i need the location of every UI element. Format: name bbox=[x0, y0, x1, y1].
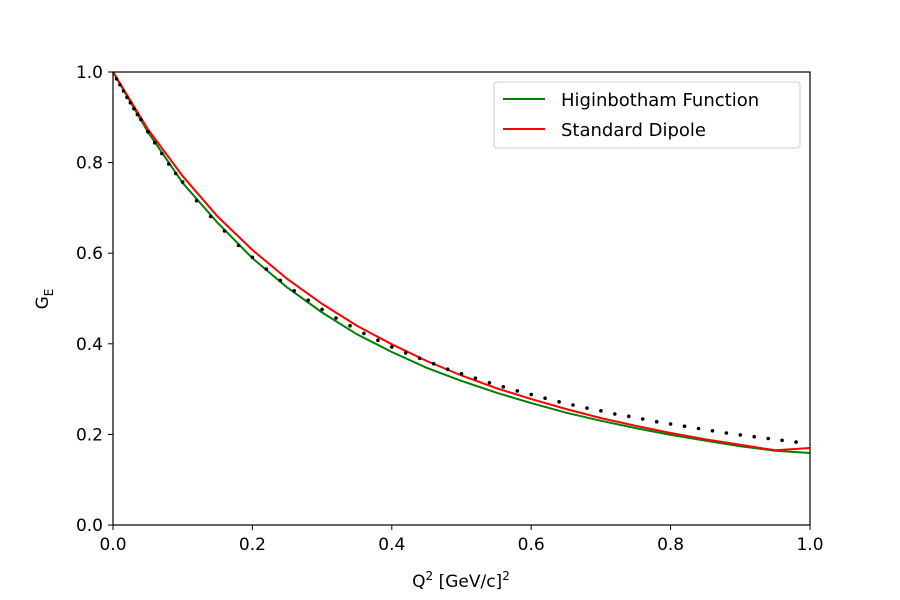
legend-label-standard-dipole: Standard Dipole bbox=[561, 120, 706, 141]
y-tick-label: 0.0 bbox=[76, 516, 103, 536]
y-tick-label: 0.6 bbox=[76, 244, 103, 264]
axes-frame bbox=[112, 71, 811, 526]
data-point bbox=[125, 95, 129, 100]
data-point bbox=[710, 429, 715, 433]
y-tick-label: 0.2 bbox=[76, 425, 103, 445]
x-tick-label: 0.6 bbox=[518, 535, 545, 555]
data-point bbox=[529, 392, 533, 397]
y-tick-label: 0.4 bbox=[76, 335, 103, 355]
data-point bbox=[114, 77, 119, 81]
data-point bbox=[640, 417, 645, 421]
data-point bbox=[334, 316, 338, 320]
data-point bbox=[654, 419, 659, 424]
data-point bbox=[613, 412, 617, 416]
data-point bbox=[128, 101, 133, 105]
data-point bbox=[780, 438, 784, 443]
y-ticks: 0.0 0.2 0.4 0.6 0.8 1.0 bbox=[76, 63, 113, 536]
x-tick-label: 0.4 bbox=[378, 535, 405, 555]
x-tick-label: 0.2 bbox=[239, 535, 266, 555]
legend-label-higinbotham: Higinbotham Function bbox=[561, 90, 759, 111]
data-point bbox=[738, 433, 743, 437]
data-point bbox=[139, 117, 143, 122]
data-point bbox=[153, 140, 157, 145]
y-tick-label: 1.0 bbox=[76, 63, 103, 83]
data-point bbox=[146, 130, 150, 134]
data-point bbox=[348, 323, 352, 328]
data-point bbox=[390, 345, 394, 349]
x-tick-label: 0.0 bbox=[99, 535, 126, 555]
x-tick-label: 0.8 bbox=[657, 535, 684, 555]
x-axis-title: Q2 [GeV/c]2 bbox=[412, 569, 510, 592]
data-point bbox=[306, 298, 311, 303]
data-point bbox=[278, 278, 283, 283]
data-point bbox=[121, 89, 126, 93]
y-axis-title: GE bbox=[33, 289, 56, 310]
data-point bbox=[403, 351, 408, 355]
x-ticks: 0.0 0.2 0.4 0.6 0.8 1.0 bbox=[99, 525, 824, 555]
data-point bbox=[208, 214, 213, 219]
data-point bbox=[362, 331, 366, 336]
data-point bbox=[459, 371, 464, 376]
data-point bbox=[445, 367, 450, 372]
data-point bbox=[724, 431, 729, 435]
data-point bbox=[557, 400, 561, 404]
data-point bbox=[696, 426, 701, 431]
data-point bbox=[627, 414, 631, 419]
data-point bbox=[571, 403, 575, 407]
data-point bbox=[222, 229, 227, 233]
data-point bbox=[515, 389, 520, 393]
series-line-higinbotham-function bbox=[112, 71, 811, 454]
data-point bbox=[543, 396, 547, 401]
data-point bbox=[752, 434, 756, 439]
data-point bbox=[132, 106, 136, 111]
data-point bbox=[668, 422, 673, 426]
data-point bbox=[376, 338, 380, 343]
data-point bbox=[292, 289, 297, 293]
data-point bbox=[473, 376, 478, 381]
legend: Higinbotham Function Standard Dipole bbox=[493, 81, 801, 149]
data-point bbox=[160, 151, 164, 156]
data-point bbox=[487, 381, 492, 385]
data-point bbox=[501, 385, 506, 389]
data-point bbox=[180, 180, 185, 184]
data-point bbox=[794, 440, 798, 444]
data-point bbox=[264, 267, 269, 271]
x-tick-label: 1.0 bbox=[796, 535, 823, 555]
data-point bbox=[431, 361, 436, 366]
legend-box bbox=[493, 81, 801, 149]
data-point bbox=[167, 162, 171, 166]
data-point bbox=[417, 356, 422, 361]
data-point bbox=[236, 243, 241, 248]
points-layer bbox=[114, 77, 798, 444]
data-point bbox=[250, 255, 255, 260]
y-tick-label: 0.8 bbox=[76, 154, 103, 174]
data-point bbox=[173, 171, 178, 176]
data-point bbox=[766, 436, 770, 441]
data-point bbox=[599, 409, 603, 413]
data-point bbox=[585, 406, 589, 410]
data-point bbox=[135, 112, 140, 117]
data-point bbox=[118, 82, 122, 87]
data-point bbox=[320, 307, 324, 312]
data-point bbox=[682, 424, 687, 429]
data-point bbox=[194, 198, 199, 203]
